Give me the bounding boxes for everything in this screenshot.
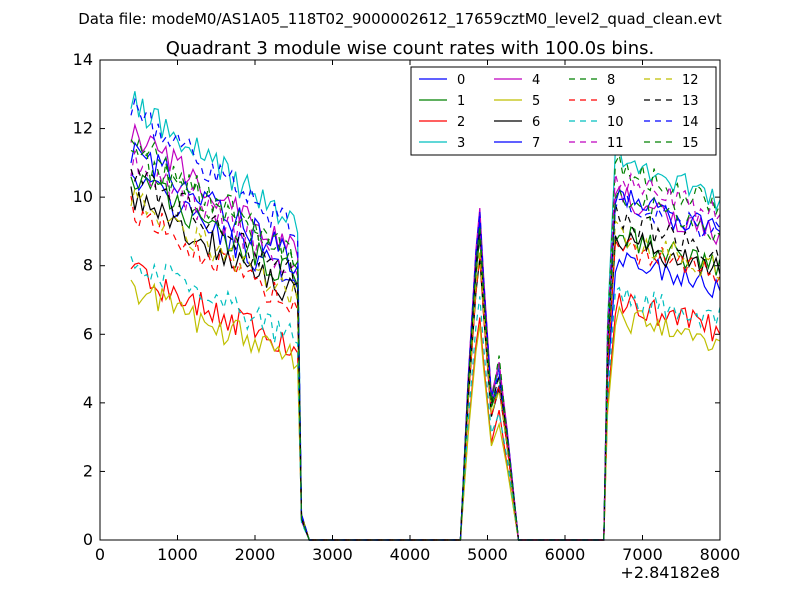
x-tick-label: 2000 xyxy=(235,545,276,564)
series-line-10 xyxy=(130,256,721,541)
series-line-1 xyxy=(130,174,721,541)
series-line-11 xyxy=(130,150,721,541)
series-line-12 xyxy=(130,186,721,541)
legend-label: 5 xyxy=(532,94,540,109)
axis-ticks: 0 1000 2000 3000 4000 5000 6000 7000 80000246810… xyxy=(73,50,741,564)
y-tick-label: 6 xyxy=(83,324,93,343)
x-tick-label: 6000 xyxy=(545,545,586,564)
y-tick-label: 14 xyxy=(73,50,93,69)
y-tick-label: 12 xyxy=(73,119,93,138)
legend-label: 3 xyxy=(457,136,465,151)
y-tick-label: 10 xyxy=(73,187,93,206)
y-tick-label: 2 xyxy=(83,461,93,480)
series-line-3 xyxy=(130,91,721,541)
legend-label: 1 xyxy=(457,94,465,109)
legend-label: 11 xyxy=(607,136,624,151)
legend-label: 13 xyxy=(682,94,699,109)
x-tick-label: 8000 xyxy=(700,545,741,564)
series-line-15 xyxy=(130,139,721,541)
legend-label: 4 xyxy=(532,73,540,88)
y-tick-label: 8 xyxy=(83,256,93,275)
legend-label: 14 xyxy=(682,115,699,130)
x-tick-label: 1000 xyxy=(157,545,198,564)
series-line-14 xyxy=(130,97,721,541)
series-line-13 xyxy=(130,168,721,541)
series-line-9 xyxy=(130,195,721,541)
x-tick-label: 5000 xyxy=(467,545,508,564)
legend-label: 12 xyxy=(682,73,699,88)
legend-label: 2 xyxy=(457,115,465,130)
series-line-8 xyxy=(130,138,721,541)
series-line-5 xyxy=(130,279,721,541)
legend-label: 6 xyxy=(532,115,540,130)
x-tick-label: 7000 xyxy=(622,545,663,564)
supertitle: Data file: modeM0/AS1A05_118T02_90000026… xyxy=(78,10,722,29)
chart-title: Quadrant 3 module wise count rates with … xyxy=(166,38,655,59)
legend-label: 8 xyxy=(607,73,615,88)
y-tick-label: 0 xyxy=(83,530,93,549)
legend-label: 7 xyxy=(532,136,540,151)
legend-label: 0 xyxy=(457,73,465,88)
legend-box xyxy=(410,66,717,156)
series-line-0 xyxy=(130,173,721,541)
legend-label: 9 xyxy=(607,94,615,109)
legend-label: 15 xyxy=(682,136,699,151)
x-tick-label: 4000 xyxy=(390,545,431,564)
series-layer xyxy=(130,91,721,541)
x-tick-label: 0 xyxy=(95,545,105,564)
legend-label: 10 xyxy=(607,115,624,130)
x-tick-label: 3000 xyxy=(312,545,353,564)
x-offset-label: +2.84182e8 xyxy=(620,563,720,582)
y-tick-label: 4 xyxy=(83,393,93,412)
